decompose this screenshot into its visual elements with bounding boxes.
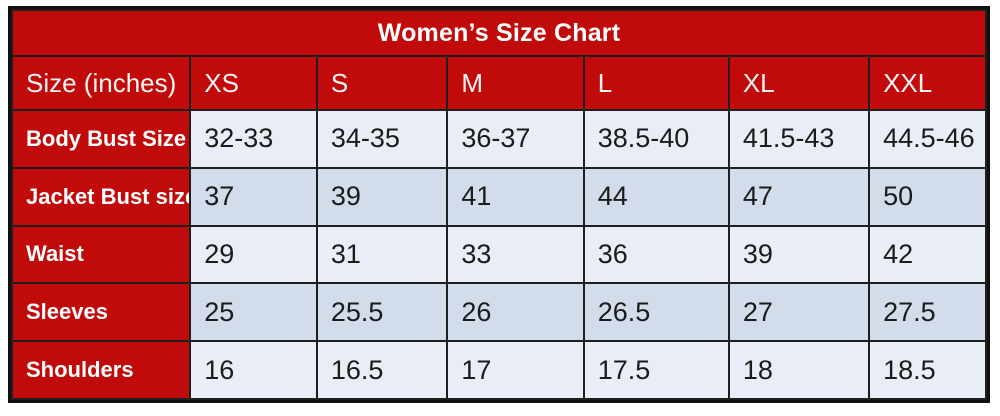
row-label-shoulders: Shoulders — [10, 340, 192, 400]
size-value-cell: 33 — [446, 224, 585, 285]
size-value-cell: 41.5-43 — [727, 109, 871, 169]
col-header-xxl: XXL — [868, 55, 987, 111]
size-value-cell: 41 — [446, 166, 585, 227]
row-label-sleeves: Sleeves — [10, 282, 192, 343]
size-value-cell: 25.5 — [315, 282, 449, 343]
size-value-cell: 25 — [189, 282, 318, 343]
row-label-body-bust-size: Body Bust Size — [10, 109, 192, 169]
size-value-cell: 38.5-40 — [582, 109, 730, 169]
size-value-cell: 32-33 — [189, 109, 318, 169]
size-value-cell: 36-37 — [446, 109, 585, 169]
size-value-cell: 50 — [868, 166, 987, 227]
table-row-jacket-bust: Jacket Bust size 37 39 41 44 47 50 — [10, 166, 987, 227]
size-value-cell: 26 — [446, 282, 585, 343]
col-header-xl: XL — [727, 55, 871, 111]
size-value-cell: 34-35 — [315, 109, 449, 169]
size-value-cell: 27.5 — [868, 282, 987, 343]
col-header-s: S — [315, 55, 449, 111]
size-value-cell: 17 — [446, 340, 585, 400]
column-header-row: Size (inches) XS S M L XL XXL — [10, 55, 987, 111]
size-value-cell: 17.5 — [582, 340, 730, 400]
table-row-body-bust: Body Bust Size 32-33 34-35 36-37 38.5-40… — [10, 109, 987, 169]
size-value-cell: 16.5 — [315, 340, 449, 400]
size-value-cell: 26.5 — [582, 282, 730, 343]
table-row-waist: Waist 29 31 33 36 39 42 — [10, 224, 987, 285]
size-value-cell: 16 — [189, 340, 318, 400]
row-label-jacket-bust-size: Jacket Bust size — [10, 166, 192, 227]
title-row: Women’s Size Chart — [11, 9, 987, 57]
size-value-cell: 36 — [582, 224, 730, 285]
size-value-cell: 47 — [727, 166, 871, 227]
size-value-cell: 44 — [582, 166, 730, 227]
table-row-shoulders: Shoulders 16 16.5 17 17.5 18 18.5 — [10, 340, 987, 400]
table-row-sleeves: Sleeves 25 25.5 26 26.5 27 27.5 — [10, 282, 987, 343]
size-chart-grid: Women’s Size Chart Size (inches) XS S M … — [10, 9, 987, 400]
size-value-cell: 39 — [315, 166, 449, 227]
col-header-size-inches: Size (inches) — [10, 55, 192, 111]
size-value-cell: 42 — [868, 224, 987, 285]
size-value-cell: 31 — [315, 224, 449, 285]
size-value-cell: 44.5-46 — [868, 109, 987, 169]
size-value-cell: 37 — [189, 166, 318, 227]
size-value-cell: 18 — [727, 340, 871, 400]
col-header-m: M — [446, 55, 585, 111]
size-value-cell: 27 — [727, 282, 871, 343]
size-chart-table: Women’s Size Chart Size (inches) XS S M … — [8, 6, 990, 403]
size-value-cell: 29 — [189, 224, 318, 285]
size-value-cell: 39 — [727, 224, 871, 285]
row-label-waist: Waist — [10, 224, 192, 285]
col-header-l: L — [582, 55, 730, 111]
chart-title: Women’s Size Chart — [11, 9, 987, 57]
col-header-xs: XS — [189, 55, 318, 111]
size-value-cell: 18.5 — [868, 340, 987, 400]
